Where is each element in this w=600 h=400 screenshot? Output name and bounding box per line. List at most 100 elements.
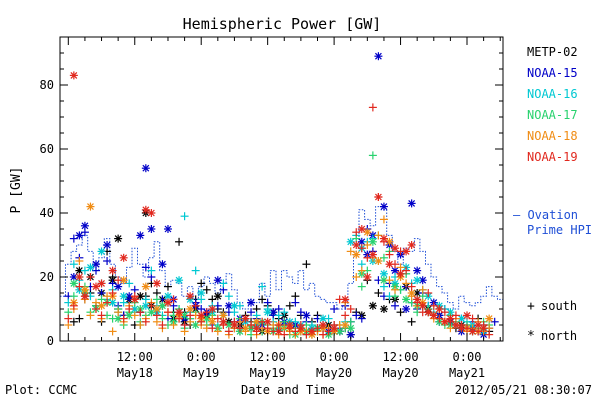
south-point: [114, 276, 123, 285]
north-point: [86, 202, 95, 211]
south-point: [75, 282, 84, 291]
north-point: [296, 324, 305, 333]
south-point: [169, 295, 178, 304]
north-point: [368, 250, 377, 259]
south-point: [125, 305, 134, 313]
south-point: [69, 301, 78, 310]
north-point: [352, 241, 361, 249]
south-point: [180, 212, 189, 221]
south-point: [296, 308, 305, 317]
north-point: [175, 276, 184, 285]
x-tick-time-label: 12:00: [382, 350, 418, 364]
north-point: [418, 301, 427, 310]
north-point: [451, 321, 460, 329]
south-point: [208, 324, 217, 333]
south-point: [374, 231, 383, 240]
north-point: [141, 282, 150, 291]
legend: METP-02 NOAA-15 NOAA-16 NOAA-17 NOAA-18 NOAA-…: [513, 45, 592, 344]
x-tick-time-label: 12:00: [117, 350, 153, 364]
south-point: [141, 263, 150, 272]
south-point: [379, 253, 388, 262]
y-tick-label: 80: [40, 78, 54, 92]
south-point: [440, 308, 449, 317]
north-point: [252, 324, 261, 333]
north-point: [91, 282, 100, 291]
north-point: [147, 209, 156, 217]
south-point: [103, 298, 112, 307]
south-point: [202, 308, 211, 317]
north-point: [241, 314, 250, 323]
north-point: [407, 241, 416, 249]
legend-entry-noaa-16: NOAA-16: [527, 87, 578, 101]
x-tick-time-label: 0:00: [453, 350, 482, 364]
north-point: [230, 321, 239, 329]
north-point: [341, 321, 350, 329]
south-point: [86, 311, 95, 320]
x-tick-date-label: May20: [382, 366, 418, 380]
south-point: [69, 317, 78, 326]
north-point: [114, 234, 123, 243]
x-tick-date-label: May19: [183, 366, 219, 380]
x-tick-date-label: May18: [117, 366, 153, 380]
x-tick-date-label: May19: [250, 366, 286, 380]
legend-ovation-label: — Ovation: [513, 208, 578, 222]
north-point: [346, 324, 355, 333]
y-tick-label: 60: [40, 142, 54, 156]
y-tick-label: 0: [47, 334, 54, 348]
y-tick-label: 20: [40, 270, 54, 284]
south-point: [451, 311, 460, 320]
south-point: [213, 314, 222, 323]
south-point: [147, 301, 156, 310]
north-point: [197, 289, 206, 297]
north-point: [69, 279, 78, 288]
south-point: [357, 266, 366, 275]
north-point: [413, 266, 422, 275]
x-tick-time-label: 12:00: [250, 350, 286, 364]
north-point: [379, 234, 388, 243]
north-point: [402, 305, 411, 313]
south-point: [407, 317, 416, 326]
north-point: [391, 244, 400, 253]
south-point: [346, 305, 355, 313]
plot-frame: [59, 36, 504, 342]
north-point: [197, 311, 206, 320]
south-point: [97, 311, 106, 320]
north-point: [374, 257, 383, 265]
south-point: [402, 266, 411, 275]
north-point: [363, 273, 372, 281]
south-point: [291, 327, 300, 336]
legend-entry-noaa-17: NOAA-17: [527, 108, 578, 122]
south-point: [490, 317, 499, 326]
north-point: [302, 311, 311, 320]
north-point: [341, 295, 350, 304]
south-point: [130, 311, 139, 320]
south-point: [418, 285, 427, 294]
south-point: [80, 266, 89, 275]
south-point: [391, 285, 400, 294]
north-point: [263, 317, 272, 326]
marker-legend-south: south: [541, 299, 577, 313]
north-point: [479, 324, 488, 333]
south-point: [202, 285, 211, 294]
north-point: [163, 225, 172, 233]
south-point: [108, 327, 117, 336]
south-point: [219, 279, 228, 288]
data-points: [64, 52, 499, 339]
south-point: [485, 330, 494, 339]
south-point: [103, 257, 112, 265]
footer-left: Plot: CCMC: [5, 383, 77, 397]
north-point: [413, 295, 422, 304]
north-point: [147, 225, 156, 233]
south-point: [368, 103, 377, 112]
south-point: [136, 321, 145, 329]
north-point: [352, 250, 361, 259]
north-point: [474, 321, 483, 329]
south-point: [352, 228, 361, 237]
south-point: [136, 308, 145, 317]
north-point: [285, 321, 294, 329]
north-point: [69, 71, 78, 80]
north-point: [247, 298, 256, 307]
south-point: [119, 314, 128, 323]
